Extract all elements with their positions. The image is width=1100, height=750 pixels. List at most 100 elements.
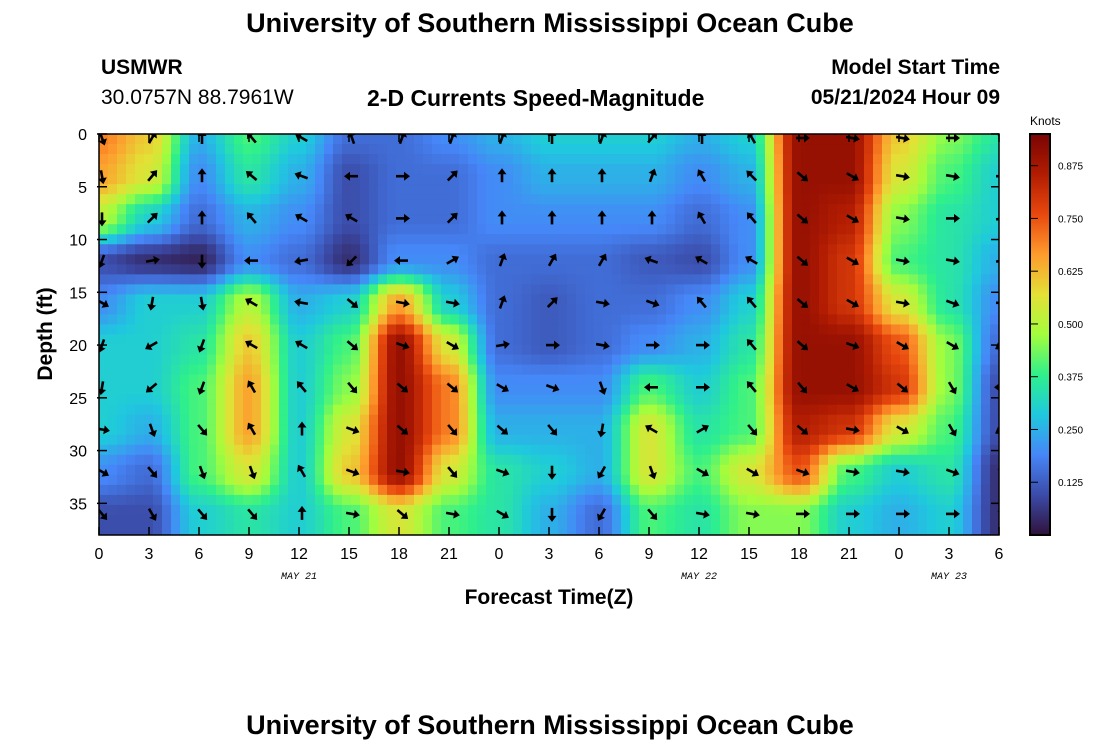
heatmap-cell	[603, 404, 613, 416]
heatmap-cell	[954, 344, 964, 356]
y-tick-label: 15	[69, 285, 87, 302]
heatmap-cell	[396, 414, 406, 426]
heatmap-cell	[135, 324, 145, 336]
heatmap-cell	[603, 154, 613, 165]
heatmap-cell	[720, 234, 730, 245]
heatmap-cell	[810, 444, 820, 456]
heatmap-cell	[270, 334, 280, 346]
arrow-head	[549, 428, 558, 436]
heatmap-cell	[504, 134, 514, 145]
heatmap-cell	[315, 334, 325, 346]
heatmap-cell	[153, 464, 163, 476]
heatmap-cell	[855, 374, 865, 386]
heatmap-cell	[639, 394, 649, 406]
heatmap-cell	[441, 164, 451, 175]
heatmap-cell	[126, 294, 136, 306]
heatmap-cell	[747, 194, 757, 205]
heatmap-cell	[333, 504, 343, 516]
heatmap-cell	[117, 314, 127, 326]
heatmap-cell	[864, 454, 874, 466]
heatmap-cell	[981, 224, 991, 235]
heatmap-cell	[738, 304, 748, 316]
heatmap-cell	[135, 224, 145, 235]
heatmap-cell	[477, 494, 487, 506]
heatmap-cell	[144, 404, 154, 416]
heatmap-cell	[522, 134, 532, 145]
heatmap-cell	[495, 344, 505, 356]
heatmap-cell	[378, 334, 388, 346]
heatmap-cell	[594, 394, 604, 406]
heatmap-cell	[657, 264, 667, 275]
heatmap-cell	[306, 134, 316, 145]
heatmap-cell	[864, 444, 874, 456]
heatmap-cell	[927, 184, 937, 195]
heatmap-cell	[270, 254, 280, 265]
heatmap-cell	[279, 314, 289, 326]
current-arrow	[197, 296, 207, 311]
heatmap-cell	[567, 334, 577, 346]
heatmap-cell	[666, 214, 676, 225]
heatmap-cell	[783, 464, 793, 476]
heatmap-cell	[531, 264, 541, 275]
heatmap-cell	[225, 224, 235, 235]
heatmap-cell	[162, 374, 172, 386]
heatmap-cell	[279, 244, 289, 255]
heatmap-cell	[612, 384, 622, 396]
heatmap-cell	[360, 484, 370, 496]
heatmap-cell	[135, 134, 145, 145]
current-arrow	[547, 168, 557, 183]
heatmap-cell	[180, 334, 190, 346]
heatmap-cell	[909, 404, 919, 416]
heatmap-cell	[477, 214, 487, 225]
heatmap-cell	[99, 504, 109, 516]
heatmap-cell	[792, 234, 802, 245]
arrow-head	[701, 424, 709, 433]
heatmap-cell	[702, 504, 712, 516]
heatmap-cell	[351, 504, 361, 516]
heatmap-cell	[639, 354, 649, 366]
heatmap-cell	[117, 444, 127, 456]
heatmap-cell	[954, 394, 964, 406]
heatmap-cell	[225, 504, 235, 516]
heatmap-cell	[945, 384, 955, 396]
heatmap-cell	[99, 324, 109, 336]
heatmap-cell	[972, 204, 982, 215]
heatmap-cell	[387, 174, 397, 185]
heatmap-cell	[207, 384, 217, 396]
heatmap-cell	[639, 224, 649, 235]
heatmap-cell	[459, 244, 469, 255]
current-arrow	[247, 508, 258, 521]
heatmap-cell	[171, 264, 181, 275]
heatmap-cell	[108, 144, 118, 155]
heatmap-cell	[216, 164, 226, 175]
heatmap-cell	[873, 424, 883, 436]
heatmap-cell	[648, 444, 658, 456]
heatmap-cell	[261, 144, 271, 155]
heatmap-cell	[495, 254, 505, 265]
heatmap-cell	[351, 194, 361, 205]
heatmap-cell	[972, 214, 982, 225]
heatmap-cell	[288, 214, 298, 225]
heatmap-cell	[315, 414, 325, 426]
heatmap-cell	[153, 194, 163, 205]
arrow-head	[904, 509, 910, 519]
heatmap-cell	[774, 464, 784, 476]
heatmap-cell	[594, 164, 604, 175]
page-title: University of Southern Mississippi Ocean…	[246, 8, 854, 38]
heatmap-cell	[891, 404, 901, 416]
heatmap-cell	[360, 354, 370, 366]
heatmap-cell	[837, 524, 847, 535]
heatmap-cell	[603, 504, 613, 516]
heatmap-cell	[639, 344, 649, 356]
heatmap-cell	[567, 224, 577, 235]
heatmap-cell	[261, 334, 271, 346]
heatmap-cell	[342, 154, 352, 165]
heatmap-cell	[126, 174, 136, 185]
heatmap-cell	[981, 254, 991, 265]
heatmap-cell	[522, 214, 532, 225]
heatmap-cell	[918, 464, 928, 476]
heatmap-cell	[729, 464, 739, 476]
heatmap-cell	[972, 494, 982, 506]
heatmap-cell	[612, 514, 622, 526]
heatmap-cell	[387, 454, 397, 466]
